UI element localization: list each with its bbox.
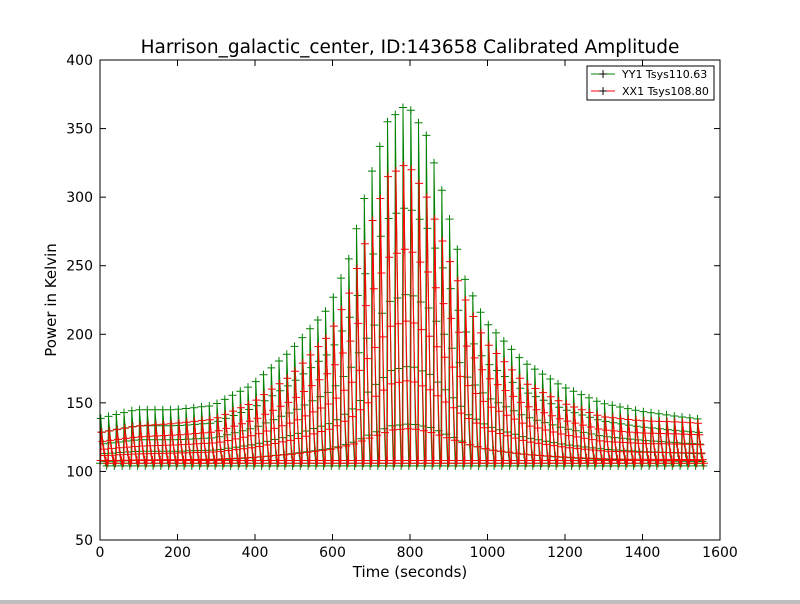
legend-label-xx1: XX1 Tsys108.80 (622, 85, 709, 98)
x-tick-label: 200 (164, 545, 191, 561)
x-tick-label: 400 (242, 545, 269, 561)
x-tick-label: 0 (96, 545, 105, 561)
x-tick-label: 1400 (625, 545, 661, 561)
y-axis: 50 100 150 200 250 300 350 400 (66, 53, 720, 549)
legend-box (586, 65, 715, 101)
legend-marker-xx1: + (598, 84, 608, 98)
x-tick-label: 1200 (547, 545, 583, 561)
y-tick-label: 300 (66, 190, 93, 206)
y-tick-label: 100 (66, 464, 93, 480)
y-tick-label: 150 (66, 396, 93, 412)
legend: + YY1 Tsys110.63 + XX1 Tsys108.80 (586, 65, 715, 101)
x-axis-label: Time (seconds) (352, 563, 468, 581)
y-tick-label: 250 (66, 259, 93, 275)
x-axis: 0 200 400 600 800 1000 1200 1400 1600 (96, 60, 738, 561)
legend-label-yy1: YY1 Tsys110.63 (621, 68, 707, 81)
chart-title: Harrison_galactic_center, ID:143658 Cali… (141, 37, 680, 58)
series-1 (96, 161, 708, 468)
y-tick-label: 350 (66, 122, 93, 138)
x-tick-label: 600 (319, 545, 346, 561)
y-axis-label: Power in Kelvin (42, 243, 60, 357)
y-tick-label: 200 (66, 327, 93, 343)
y-tick-label: 400 (66, 53, 93, 69)
series-line-0 (99, 107, 704, 468)
x-tick-label: 1000 (470, 545, 506, 561)
series-markers-0 (96, 103, 708, 470)
series-0 (96, 103, 708, 470)
x-tick-label: 1600 (702, 545, 738, 561)
series-markers-1 (96, 161, 708, 468)
x-tick-label: 800 (397, 545, 424, 561)
legend-marker-yy1: + (598, 67, 608, 81)
plot-area (96, 103, 708, 470)
y-tick-label: 50 (75, 533, 93, 549)
